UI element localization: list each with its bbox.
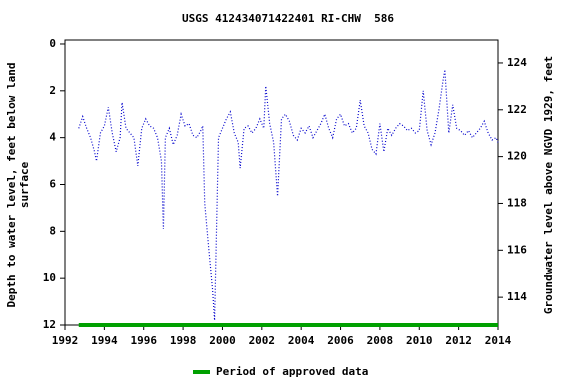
x-tick-label: 2008: [367, 334, 394, 347]
x-tick-label: 2000: [209, 334, 236, 347]
y2-tick-label: 118: [507, 196, 527, 209]
x-tick-label: 2014: [485, 334, 512, 347]
x-tick-label: 2010: [406, 334, 433, 347]
y-tick-label: 0: [49, 37, 56, 50]
x-tick-label: 1996: [130, 334, 157, 347]
y-tick-label: 10: [43, 271, 56, 284]
y-tick-label: 2: [49, 84, 56, 97]
y-axis-label: surface: [18, 161, 31, 208]
y2-tick-label: 114: [507, 290, 527, 303]
y-tick-label: 6: [49, 177, 56, 190]
y-axis-label: Depth to water level, feet below land: [5, 62, 18, 307]
x-tick-label: 2006: [327, 334, 354, 347]
y-tick-label: 4: [49, 131, 56, 144]
x-tick-label: 2012: [445, 334, 472, 347]
y2-tick-label: 122: [507, 103, 527, 116]
data-line: [78, 69, 499, 321]
y-tick-label: 12: [43, 318, 56, 331]
x-tick-label: 1992: [52, 334, 79, 347]
x-tick-label: 2004: [288, 334, 315, 347]
y-tick-label: 8: [49, 224, 56, 237]
y2-tick-label: 120: [507, 150, 527, 163]
y2-tick-label: 124: [507, 56, 527, 69]
x-tick-label: 1994: [91, 334, 118, 347]
x-tick-label: 2002: [249, 334, 276, 347]
x-tick-label: 1998: [170, 334, 197, 347]
y2-axis-label: Groundwater level above NGVD 1929, feet: [542, 56, 555, 314]
y2-tick-label: 116: [507, 243, 527, 256]
plot-frame: [64, 39, 499, 326]
chart-title: USGS 412434071422401 RI-CHW 586: [182, 12, 394, 25]
legend-label: Period of approved data: [216, 365, 368, 378]
